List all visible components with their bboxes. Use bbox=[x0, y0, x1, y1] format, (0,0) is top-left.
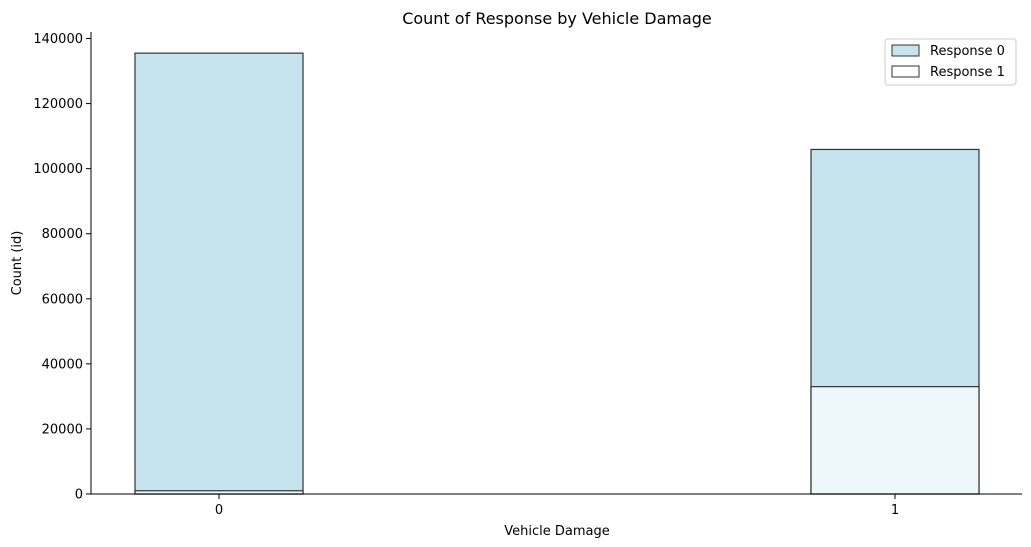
plot-area bbox=[134, 52, 980, 495]
legend: Response 0 Response 1 bbox=[884, 38, 1017, 86]
y-axis-label: Count (id) bbox=[10, 231, 25, 296]
axes bbox=[90, 32, 1022, 495]
y-tick-label: 100000 bbox=[33, 162, 83, 177]
y-tick-label: 140000 bbox=[33, 32, 83, 47]
bar-response-1-cat-1 bbox=[810, 386, 980, 495]
y-tick-label: 0 bbox=[75, 488, 83, 503]
y-tick-label: 60000 bbox=[42, 292, 83, 307]
legend-swatch-response-0 bbox=[891, 44, 920, 57]
chart-title: Count of Response by Vehicle Damage bbox=[402, 9, 712, 28]
x-axis-label: Vehicle Damage bbox=[504, 524, 609, 539]
y-tick-label: 120000 bbox=[33, 97, 83, 112]
x-tick-label: 0 bbox=[215, 503, 223, 518]
y-ticks: 0 20000 40000 60000 80000 100000 120000 140000 bbox=[33, 32, 91, 503]
y-tick-label: 20000 bbox=[42, 422, 83, 437]
x-tick-label: 1 bbox=[891, 503, 899, 518]
legend-label-response-0: Response 0 bbox=[930, 44, 1005, 59]
bar-response-0-cat-0 bbox=[134, 52, 304, 495]
y-tick-label: 40000 bbox=[42, 357, 83, 372]
legend-swatch-response-1 bbox=[891, 65, 920, 78]
y-tick-label: 80000 bbox=[42, 227, 83, 242]
legend-label-response-1: Response 1 bbox=[930, 65, 1005, 80]
